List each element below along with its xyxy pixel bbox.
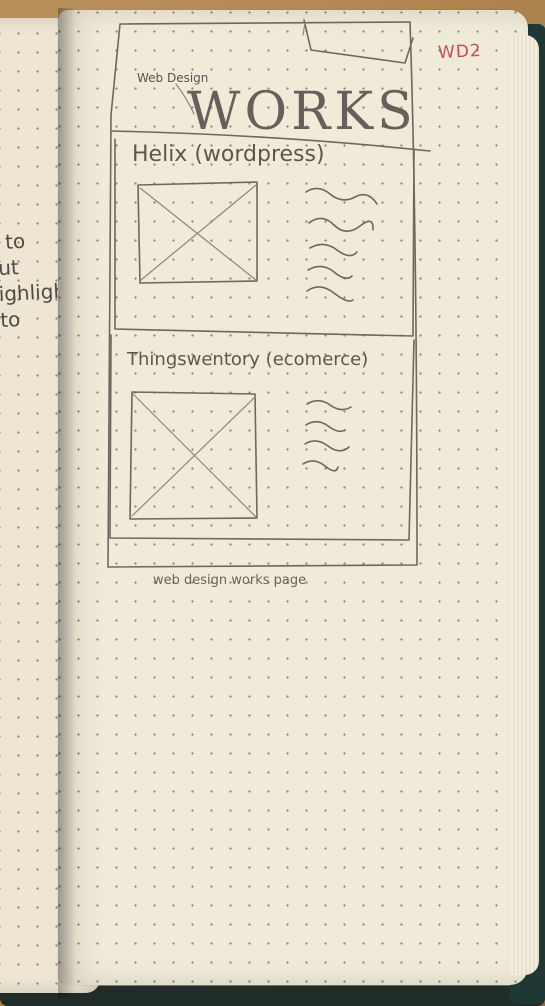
page-gutter-shadow (58, 8, 76, 998)
brand-underline-stroke (175, 83, 195, 115)
project-section-1-outline (114, 138, 415, 337)
project-section-2-outline (109, 334, 415, 541)
browser-frame-outline (107, 21, 418, 568)
page-tag-label: WD2 (437, 40, 483, 64)
header-nav-box (303, 19, 414, 64)
page-heading: WORKS (187, 82, 417, 142)
page-edges (511, 35, 539, 975)
project-title-thingswentory: Thingswentory (ecomerce) (127, 349, 369, 370)
brand-small-text: Web Design (137, 71, 209, 85)
header-divider (111, 130, 431, 152)
image-placeholder-1 (137, 181, 258, 284)
image-placeholder-2 (129, 391, 258, 520)
text-placeholder-lines-1 (305, 187, 378, 302)
header-nav-line (302, 22, 306, 36)
text-placeholder-lines-2 (302, 399, 352, 472)
right-notebook-page (58, 10, 528, 985)
project-title-helix: Helix (wordpress) (132, 142, 325, 167)
sketch-caption: web design works page (153, 573, 307, 588)
notebook-cover-bottom (0, 986, 545, 1006)
